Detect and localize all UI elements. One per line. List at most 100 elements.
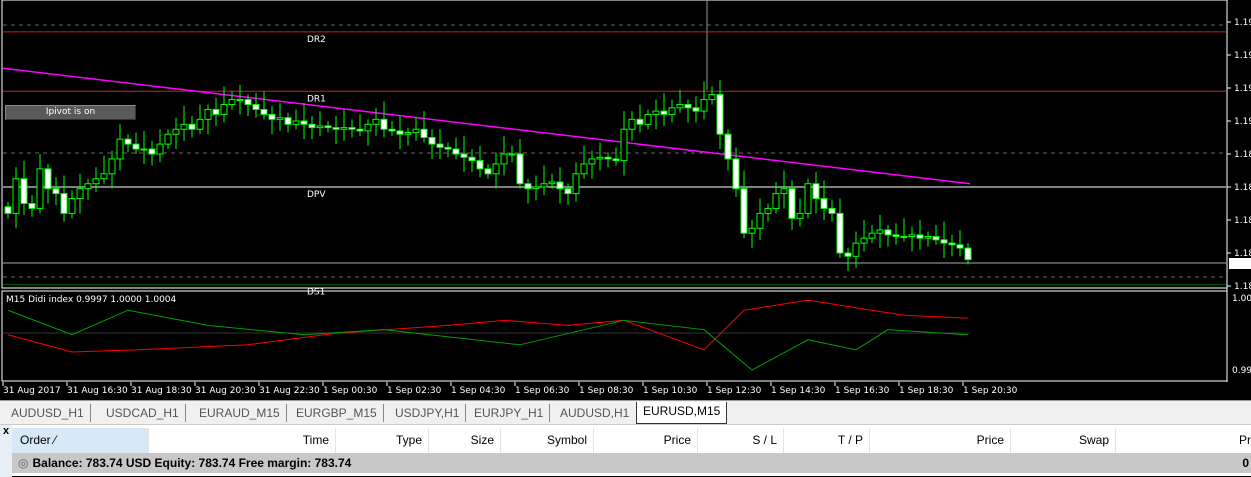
tab-audusd-h1[interactable]: AUDUSD_H1	[5, 404, 91, 422]
bearish-candle	[356, 128, 364, 132]
bearish-candle	[468, 156, 476, 162]
price-chart[interactable]: DR2DR1DPVDS11.191.191.191.191.181.181.18…	[0, 0, 1251, 400]
time-axis-label: 31 Aug 2017	[3, 386, 61, 396]
bearish-candle	[28, 203, 36, 209]
orders-table-header: Order ⁄ Time Type Size Symbol Price S / …	[12, 428, 1251, 453]
bearish-candle	[212, 108, 220, 115]
bearish-candle	[956, 244, 964, 249]
bullish-candle	[668, 107, 676, 115]
bearish-candle	[44, 168, 52, 190]
bearish-candle	[476, 160, 484, 170]
tab-eurgbp-m15[interactable]: EURGBP_M15	[290, 404, 384, 422]
bullish-candle	[588, 158, 596, 165]
indicator-axis-label: 0.99	[1232, 366, 1251, 376]
main-pane-frame	[1, 0, 1228, 289]
col-tp[interactable]: T / P	[784, 428, 870, 453]
bullish-candle	[68, 198, 76, 214]
bearish-candle	[388, 128, 396, 132]
price-axis-label: 1.19	[1234, 117, 1251, 127]
bearish-candle	[268, 113, 276, 120]
bullish-candle	[76, 188, 84, 200]
bearish-candle	[452, 148, 460, 155]
pivot-label-dr1: DR1	[307, 94, 326, 104]
bearish-candle	[380, 118, 388, 130]
tab-euraud-m15[interactable]: EURAUD_M15	[193, 404, 287, 422]
bullish-candle	[852, 242, 860, 257]
indicator-label: M15 Didi index 0.9997 1.0000 1.0004	[6, 295, 177, 305]
moving-average-line	[2, 67, 971, 185]
bullish-candle	[84, 183, 92, 190]
col-profit[interactable]: Pr	[1239, 433, 1251, 447]
price-axis-label: 1.19	[1234, 84, 1251, 94]
col-time[interactable]: Time	[149, 428, 336, 453]
tab-eurjpy-h1[interactable]: EURJPY_H1	[468, 404, 551, 422]
pivot-label-dr2: DR2	[307, 35, 326, 45]
col-type[interactable]: Type	[336, 428, 429, 453]
col-sl[interactable]: S / L	[698, 428, 784, 453]
bullish-candle	[412, 128, 420, 134]
bearish-candle	[940, 239, 948, 244]
time-axis-label: 1 Sep 10:30	[643, 386, 698, 396]
time-axis-label: 31 Aug 18:30	[131, 386, 192, 396]
tab-eurusd-m15[interactable]: EURUSD,M15	[636, 402, 728, 424]
col-size[interactable]: Size	[429, 428, 501, 453]
bearish-candle	[692, 107, 700, 112]
bearish-candle	[604, 156, 612, 160]
col-order[interactable]: Order ⁄	[12, 428, 149, 453]
bearish-candle	[660, 110, 668, 115]
bearish-candle	[252, 104, 260, 110]
time-axis-label: 1 Sep 06:30	[515, 386, 570, 396]
tab-audusd-h1-2[interactable]: AUDUSD,H1	[560, 406, 630, 420]
pivot-label-ds1: DS1	[307, 287, 325, 297]
time-axis-label: 1 Sep 14:30	[771, 386, 826, 396]
bullish-candle	[92, 178, 100, 185]
bearish-candle	[884, 229, 892, 236]
bullish-candle	[876, 229, 884, 234]
bearish-candle	[556, 181, 564, 190]
ipivot-button[interactable]: Ipivot is on	[5, 105, 136, 120]
bearish-candle	[524, 183, 532, 190]
balance-row[interactable]: ◎ Balance: 783.74 USD Equity: 783.74 Free…	[12, 453, 1251, 473]
tab-usdcad-h1[interactable]: USDCAD_H1	[100, 404, 186, 422]
bullish-candle	[868, 232, 876, 239]
bullish-candle	[764, 207, 772, 214]
chart-canvas[interactable]: DR2DR1DPVDS11.191.191.191.191.181.181.18…	[0, 0, 1251, 400]
price-axis-label: 1.18	[1234, 282, 1251, 292]
bullish-candle	[580, 163, 588, 175]
bullish-candle	[804, 183, 812, 214]
bullish-candle	[772, 193, 780, 209]
bearish-candle	[812, 183, 820, 200]
bullish-candle	[652, 110, 660, 115]
bearish-candle	[124, 138, 132, 145]
bearish-candle	[188, 123, 196, 130]
time-axis-label: 1 Sep 00:30	[323, 386, 378, 396]
col-swap[interactable]: Swap	[1011, 428, 1116, 453]
bearish-candle	[244, 99, 252, 106]
chart-tabs: AUDUSD_H1 USDCAD_H1 EURAUD_M15 EURGBP_M1…	[0, 400, 1251, 424]
price-axis-label: 1.18	[1234, 183, 1251, 193]
bullish-candle	[900, 236, 908, 238]
current-price-label: 1.18	[1233, 259, 1251, 269]
bullish-candle	[596, 156, 604, 160]
col-symbol[interactable]: Symbol	[501, 428, 594, 453]
close-terminal-button[interactable]: x	[0, 425, 12, 477]
bullish-candle	[276, 117, 284, 120]
bearish-candle	[964, 247, 972, 261]
bullish-candle	[292, 120, 300, 125]
bearish-candle	[300, 120, 308, 125]
col-current-price[interactable]: Price	[870, 428, 1011, 453]
bearish-candle	[564, 188, 572, 195]
didi-red-line	[7, 299, 969, 353]
time-axis-label: 31 Aug 20:30	[195, 386, 256, 396]
bullish-candle	[924, 236, 932, 239]
price-axis-label: 1.19	[1234, 51, 1251, 61]
bullish-candle	[756, 212, 764, 229]
bullish-candle	[404, 132, 412, 135]
bullish-candle	[572, 173, 580, 195]
col-price[interactable]: Price	[594, 428, 698, 453]
bearish-candle	[20, 178, 28, 204]
bearish-candle	[284, 117, 292, 125]
bullish-candle	[164, 133, 172, 145]
bullish-candle	[36, 168, 44, 209]
tab-usdjpy-h1[interactable]: USDJPY,H1	[389, 404, 467, 422]
